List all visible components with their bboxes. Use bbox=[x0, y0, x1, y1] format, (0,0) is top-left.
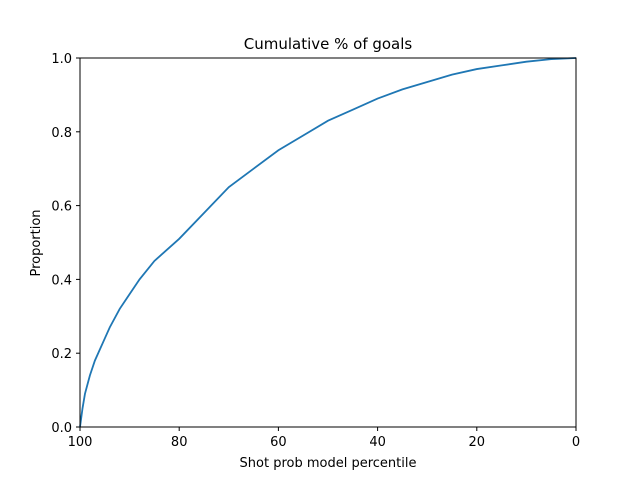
x-tick-label: 0 bbox=[572, 435, 580, 450]
y-tick-label: 1.0 bbox=[51, 52, 72, 67]
y-axis-label: Proportion bbox=[29, 209, 44, 276]
y-tick-label: 0.2 bbox=[51, 347, 72, 362]
chart-title: Cumulative % of goals bbox=[244, 35, 413, 53]
x-tick-label: 80 bbox=[171, 435, 188, 450]
x-axis-label: Shot prob model percentile bbox=[240, 456, 417, 471]
y-tick-label: 0.6 bbox=[51, 200, 72, 215]
x-tick-label: 40 bbox=[369, 435, 386, 450]
y-tick-label: 0.8 bbox=[51, 126, 72, 141]
x-tick-label: 20 bbox=[469, 435, 486, 450]
x-tick-label: 100 bbox=[68, 435, 93, 450]
y-tick-label: 0.4 bbox=[51, 273, 72, 288]
y-tick-label: 0.0 bbox=[51, 421, 72, 436]
x-tick-label: 60 bbox=[270, 435, 287, 450]
plot-frame bbox=[79, 57, 577, 428]
line bbox=[79, 57, 577, 428]
